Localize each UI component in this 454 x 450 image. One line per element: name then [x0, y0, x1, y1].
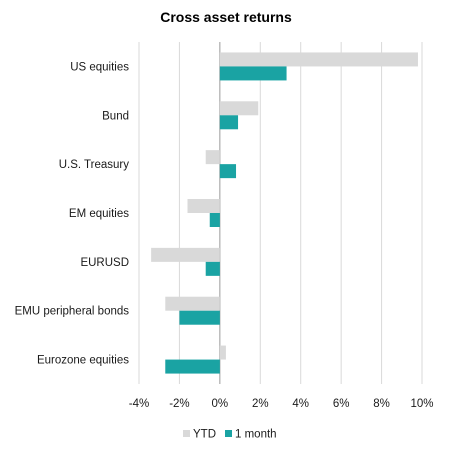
bar-1-month — [209, 213, 220, 227]
legend-swatch-ytd — [183, 430, 190, 437]
category-label: Bund — [102, 110, 129, 122]
bar-1-month — [165, 359, 220, 374]
category-label: EMU peripheral bonds — [15, 306, 130, 318]
x-tick-label: -2% — [169, 398, 189, 410]
x-tick-label: 0% — [212, 398, 229, 410]
legend-label-ytd: YTD — [193, 429, 216, 441]
bar-ytd — [165, 296, 220, 311]
bar-ytd — [219, 345, 226, 360]
bar-1-month — [219, 164, 237, 179]
category-label: EM equities — [69, 208, 129, 220]
bar-ytd — [219, 52, 418, 67]
x-tick-label: 4% — [292, 398, 309, 410]
category-label: U.S. Treasury — [59, 159, 130, 171]
gridlines — [138, 42, 423, 384]
category-label: Eurozone equities — [37, 355, 129, 367]
bar-1-month — [205, 261, 220, 276]
legend-label-1-month: 1 month — [235, 429, 277, 441]
chart-title: Cross asset returns — [160, 9, 292, 25]
legend: YTD 1 month — [183, 429, 277, 441]
bar-1-month — [219, 66, 287, 81]
bar-ytd — [219, 101, 259, 116]
x-tick-label: -4% — [129, 398, 149, 410]
legend-swatch-1-month — [225, 430, 232, 437]
bar-ytd — [187, 199, 220, 213]
category-label: US equities — [70, 61, 129, 73]
x-tick-label: 8% — [373, 398, 390, 410]
bars-group — [151, 52, 418, 374]
bar-1-month — [219, 115, 239, 130]
x-tick-label: 2% — [252, 398, 269, 410]
bar-1-month — [179, 310, 220, 325]
bar-ytd — [205, 150, 220, 165]
bar-ytd — [151, 247, 220, 262]
x-tick-labels: -4% -2% 0% 2% 4% 6% 8% 10% — [129, 398, 434, 410]
x-tick-label: 6% — [333, 398, 350, 410]
category-labels: US equities Bund U.S. Treasury EM equities E… — [15, 61, 130, 366]
x-tick-label: 10% — [410, 398, 433, 410]
category-label: EURUSD — [80, 257, 129, 269]
